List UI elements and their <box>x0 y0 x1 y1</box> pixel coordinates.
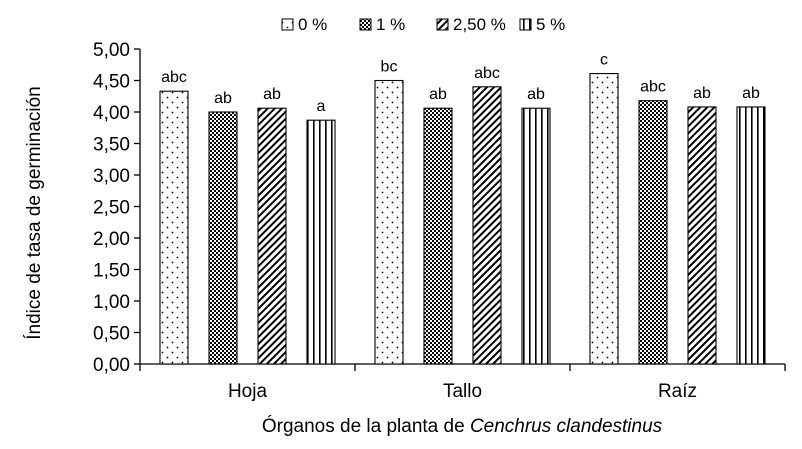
bar <box>159 90 189 365</box>
bar <box>638 100 668 365</box>
significance-label: abc <box>474 65 500 82</box>
legend-swatch <box>281 18 294 31</box>
x-tick-label: Hoja <box>228 381 268 402</box>
y-tick-label: 1,00 <box>93 292 130 313</box>
y-tick-label: 0,00 <box>93 355 130 376</box>
bar <box>306 119 336 365</box>
bar <box>521 107 551 365</box>
y-tick-label: 1,50 <box>93 261 130 282</box>
legend: 0 % 1 % 2,50 % 5 % <box>281 15 565 34</box>
bar <box>472 86 502 365</box>
y-tick-label: 4,50 <box>93 72 130 93</box>
bar <box>423 107 453 365</box>
x-axis-title: Órganos de la planta de Cenchrus clandes… <box>262 415 663 437</box>
legend-label: 0 % <box>298 15 327 34</box>
y-tick-label: 3,50 <box>93 135 130 156</box>
y-tick-label: 2,00 <box>93 229 130 250</box>
x-tick-label: Tallo <box>443 381 482 402</box>
significance-label: ab <box>693 85 711 102</box>
significance-label: ab <box>527 86 545 103</box>
bar <box>257 107 287 365</box>
y-tick-label: 2,50 <box>93 198 130 219</box>
bar <box>208 111 238 365</box>
significance-label: abc <box>640 79 666 96</box>
y-tick-label: 0,50 <box>93 324 130 345</box>
significance-label: ab <box>742 85 760 102</box>
legend-label: 5 % <box>536 15 565 34</box>
bar <box>736 106 766 365</box>
y-tick-label: 4,00 <box>93 103 130 124</box>
y-axis: 0,00 0,50 1,00 1,50 2,00 2,50 3,00 3,50 4,00 4,50… <box>93 40 141 376</box>
x-axis: Hoja Tallo Raíz <box>139 363 786 402</box>
legend-swatch <box>359 18 372 31</box>
significance-label: ab <box>214 90 232 107</box>
y-axis-title: Índice de tasa de germinación <box>24 86 45 340</box>
significance-label: c <box>600 52 608 69</box>
legend-label: 1 % <box>376 15 405 34</box>
x-axis-title-species: Cenchrus clandestinus <box>470 416 663 437</box>
legend-label: 2,50 % <box>453 15 506 34</box>
significance-label: ab <box>263 86 281 103</box>
legend-swatch <box>519 18 532 31</box>
bar <box>687 106 717 365</box>
bars <box>159 73 766 365</box>
significance-label: abc <box>161 69 187 86</box>
significance-label: a <box>317 98 326 115</box>
significance-label: ab <box>429 86 447 103</box>
bar <box>589 73 619 365</box>
y-tick-label: 5,00 <box>93 40 130 61</box>
significance-labels: abc bc c ab ab abc ab abc ab a ab ab <box>161 52 760 116</box>
significance-label: bc <box>381 59 398 76</box>
legend-swatch <box>436 18 449 31</box>
x-tick-label: Raíz <box>658 381 697 402</box>
bar <box>374 79 404 365</box>
x-axis-title-prefix: Órganos de la planta de <box>262 415 470 437</box>
y-tick-label: 3,00 <box>93 166 130 187</box>
